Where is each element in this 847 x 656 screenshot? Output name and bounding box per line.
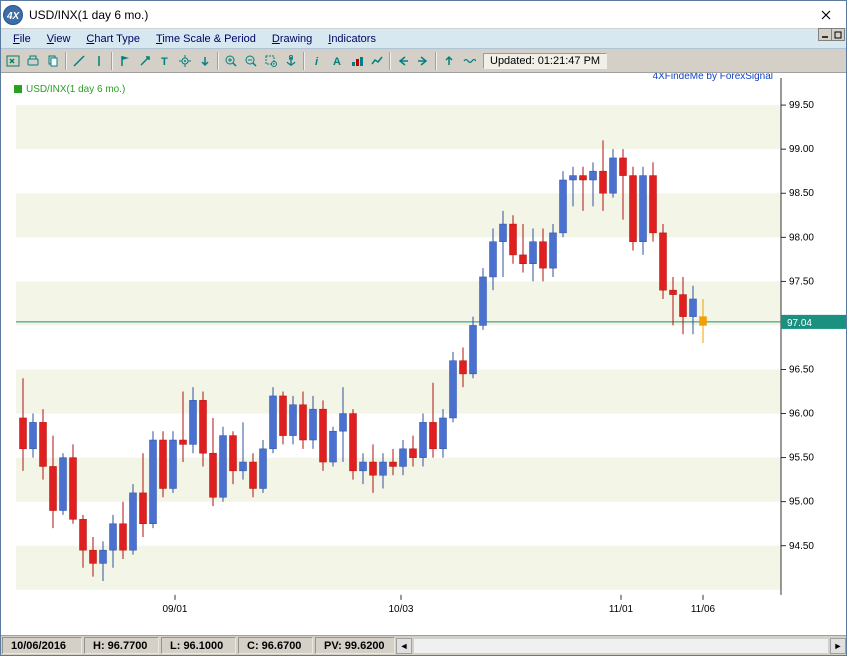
line-icon[interactable]	[69, 51, 89, 71]
svg-text:96.00: 96.00	[789, 409, 814, 420]
svg-text:USD/INX(1 day 6 mo.): USD/INX(1 day 6 mo.)	[26, 84, 125, 95]
menu-view[interactable]: View	[39, 31, 79, 47]
menu-drawing[interactable]: Drawing	[264, 31, 320, 47]
info-icon[interactable]: i	[307, 51, 327, 71]
menu-time-scale-period[interactable]: Time Scale & Period	[148, 31, 264, 47]
titlebar: 4X USD/INX(1 day 6 mo.)	[1, 1, 846, 29]
maximize-button[interactable]	[831, 28, 845, 41]
nav-right-icon[interactable]	[413, 51, 433, 71]
toolbar: Ti A Updated: 01:21:47 PM	[1, 49, 846, 73]
scroll-right-button[interactable]: ►	[830, 638, 846, 654]
svg-text:i: i	[315, 56, 319, 68]
status-pv: PV: 99.6200	[315, 637, 395, 654]
toolbar-status: Updated: 01:21:47 PM	[483, 53, 607, 69]
status-close: C: 96.6700	[238, 637, 313, 654]
svg-text:10/03: 10/03	[389, 604, 414, 615]
svg-text:99.00: 99.00	[789, 144, 814, 155]
svg-text:98.00: 98.00	[789, 232, 814, 243]
down-arrow-icon[interactable]	[195, 51, 215, 71]
nav-left-icon[interactable]	[393, 51, 413, 71]
svg-text:95.00: 95.00	[789, 497, 814, 508]
chart-icon[interactable]	[367, 51, 387, 71]
flag-icon[interactable]	[115, 51, 135, 71]
svg-text:97.50: 97.50	[789, 276, 814, 287]
svg-text:4XFindeMe by ForexSignal: 4XFindeMe by ForexSignal	[653, 73, 773, 82]
a-icon[interactable]: A	[327, 51, 347, 71]
svg-text:11/01: 11/01	[609, 604, 634, 615]
excel-icon[interactable]	[3, 51, 23, 71]
status-high: H: 96.7700	[84, 637, 159, 654]
menu-indicators[interactable]: Indicators	[320, 31, 384, 47]
up-icon[interactable]	[439, 51, 459, 71]
anchor-icon[interactable]	[281, 51, 301, 71]
svg-text:09/01: 09/01	[163, 604, 188, 615]
status-low: L: 96.1000	[161, 637, 236, 654]
svg-text:A: A	[333, 56, 341, 68]
statusbar: 10/06/2016 H: 96.7700 L: 96.1000 C: 96.6…	[1, 635, 846, 655]
close-button[interactable]	[808, 5, 844, 25]
arrow-icon[interactable]	[135, 51, 155, 71]
menubar: FileViewChart TypeTime Scale & PeriodDra…	[1, 29, 846, 49]
scroll-track[interactable]	[413, 638, 829, 654]
text-icon[interactable]: T	[155, 51, 175, 71]
svg-text:95.50: 95.50	[789, 453, 814, 464]
svg-text:4X: 4X	[6, 11, 20, 22]
svg-text:98.50: 98.50	[789, 188, 814, 199]
menu-file[interactable]: File	[5, 31, 39, 47]
zoom-in-icon[interactable]	[221, 51, 241, 71]
svg-text:11/06: 11/06	[691, 604, 716, 615]
window-title: USD/INX(1 day 6 mo.)	[29, 8, 808, 22]
bar-icon[interactable]	[347, 51, 367, 71]
menu-chart-type[interactable]: Chart Type	[78, 31, 148, 47]
vline-icon[interactable]	[89, 51, 109, 71]
status-date: 10/06/2016	[2, 637, 82, 654]
app-icon: 4X	[3, 5, 23, 25]
copy-icon[interactable]	[43, 51, 63, 71]
svg-text:96.50: 96.50	[789, 364, 814, 375]
zoom-out-icon[interactable]	[241, 51, 261, 71]
subwindow-controls	[819, 28, 845, 41]
scroll-left-button[interactable]: ◄	[396, 638, 412, 654]
svg-text:94.50: 94.50	[789, 541, 814, 552]
svg-text:T: T	[161, 56, 168, 68]
svg-text:99.50: 99.50	[789, 100, 814, 111]
print-icon[interactable]	[23, 51, 43, 71]
zoom-area-icon[interactable]	[261, 51, 281, 71]
target-icon[interactable]	[175, 51, 195, 71]
chart-area[interactable]: 94.5095.0095.5096.0096.5097.0097.5098.00…	[1, 73, 846, 635]
waves-icon[interactable]	[459, 51, 479, 71]
minimize-button[interactable]	[818, 28, 832, 41]
svg-text:97.04: 97.04	[787, 318, 812, 329]
chart-svg[interactable]: 94.5095.0095.5096.0096.5097.0097.5098.00…	[1, 73, 846, 635]
